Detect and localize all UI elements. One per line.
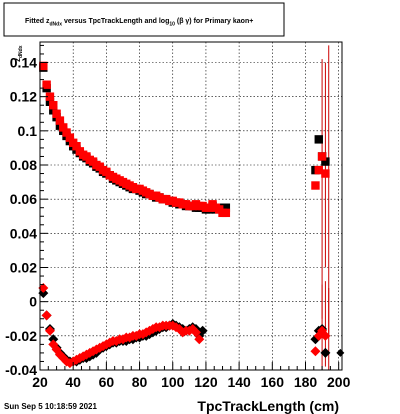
data-point-diamond — [320, 330, 331, 341]
y-tick-label: 0.1 — [18, 123, 38, 139]
data-point-square — [42, 80, 51, 89]
data-point-diamond — [310, 346, 321, 357]
y-tick-label: 0.02 — [10, 260, 37, 276]
axis-ticks — [39, 44, 340, 371]
x-tick-label: 120 — [194, 374, 218, 390]
grid — [40, 42, 342, 370]
x-tick-label: 180 — [294, 374, 318, 390]
title-mid: versus TpcTrackLength and log — [62, 18, 169, 25]
ylabel-main: z — [13, 58, 22, 62]
data-point-square — [55, 116, 65, 125]
title-pre: Fitted z — [25, 18, 50, 25]
y-tick-labels: -0.04 -0.02 0 0.02 0.04 0.06 0.08 0.1 0.12 0.14 — [5, 55, 37, 379]
data-point-square — [221, 203, 231, 212]
data-point-square — [317, 152, 327, 161]
data-point-square — [59, 123, 68, 132]
data-point-square — [45, 92, 55, 101]
data-point-square — [314, 165, 323, 175]
title-text: Fitted zdNdx versus TpcTrackLength and l… — [25, 18, 253, 28]
x-tick-label: 80 — [132, 374, 148, 390]
data-point-diamond — [194, 334, 205, 345]
data-point-diamond — [44, 325, 55, 336]
data-point-square — [52, 109, 61, 118]
data-point-square — [321, 157, 330, 166]
data-layer — [38, 45, 345, 370]
data-point-square — [49, 101, 58, 110]
y-tick-label: 0.14 — [10, 55, 37, 71]
x-tick-label: 200 — [327, 374, 351, 390]
x-tick-label: 40 — [65, 374, 81, 390]
x-tick-label: 60 — [99, 374, 115, 390]
data-point-square — [311, 181, 320, 190]
x-tick-label: 140 — [227, 374, 251, 390]
data-point-square — [62, 128, 71, 137]
title-box — [3, 2, 285, 37]
data-point-square — [72, 142, 81, 151]
data-point-diamond — [48, 334, 59, 345]
y-tick-label: 0.04 — [10, 225, 37, 241]
data-point-square — [221, 208, 231, 218]
data-point-diamond — [320, 347, 331, 358]
data-point-diamond — [190, 327, 201, 338]
chart-title: Fitted zdNdx versus TpcTrackLength and l… — [3, 2, 285, 37]
title-sub1: dNdx — [50, 22, 63, 28]
data-point-square — [65, 133, 75, 142]
data-point-square — [39, 61, 48, 71]
ylabel-sub: dNdx — [18, 45, 24, 58]
y-axis-label: zdNdx — [13, 45, 24, 62]
data-point-square — [314, 135, 323, 144]
data-point-diamond — [336, 348, 345, 357]
y-tick-label: 0.06 — [10, 191, 37, 207]
data-point-square — [321, 169, 330, 178]
x-tick-labels: 20 40 60 80 100 120 140 160 180 200 — [32, 374, 350, 390]
title-sub2: 10 — [169, 22, 175, 28]
y-tick-label: -0.04 — [5, 362, 37, 378]
x-tick-label: 100 — [161, 374, 185, 390]
data-point-diamond — [38, 283, 49, 293]
y-tick-label: 0 — [29, 294, 37, 310]
title-post: (β γ) for Primary kaon+ — [175, 18, 253, 25]
x-axis-title: TpcTrackLength (cm) — [197, 398, 339, 414]
y-tick-label: -0.02 — [5, 328, 37, 344]
footer-date: Sun Sep 5 10:18:59 2021 — [4, 402, 97, 411]
y-tick-label: 0.08 — [10, 157, 37, 173]
y-tick-label: 0.12 — [10, 89, 37, 105]
x-tick-label: 20 — [32, 374, 48, 390]
data-point-diamond — [41, 310, 52, 321]
plot-frame — [39, 41, 343, 371]
svg-text:zdNdx: zdNdx — [13, 45, 24, 62]
x-tick-label: 160 — [261, 374, 285, 390]
